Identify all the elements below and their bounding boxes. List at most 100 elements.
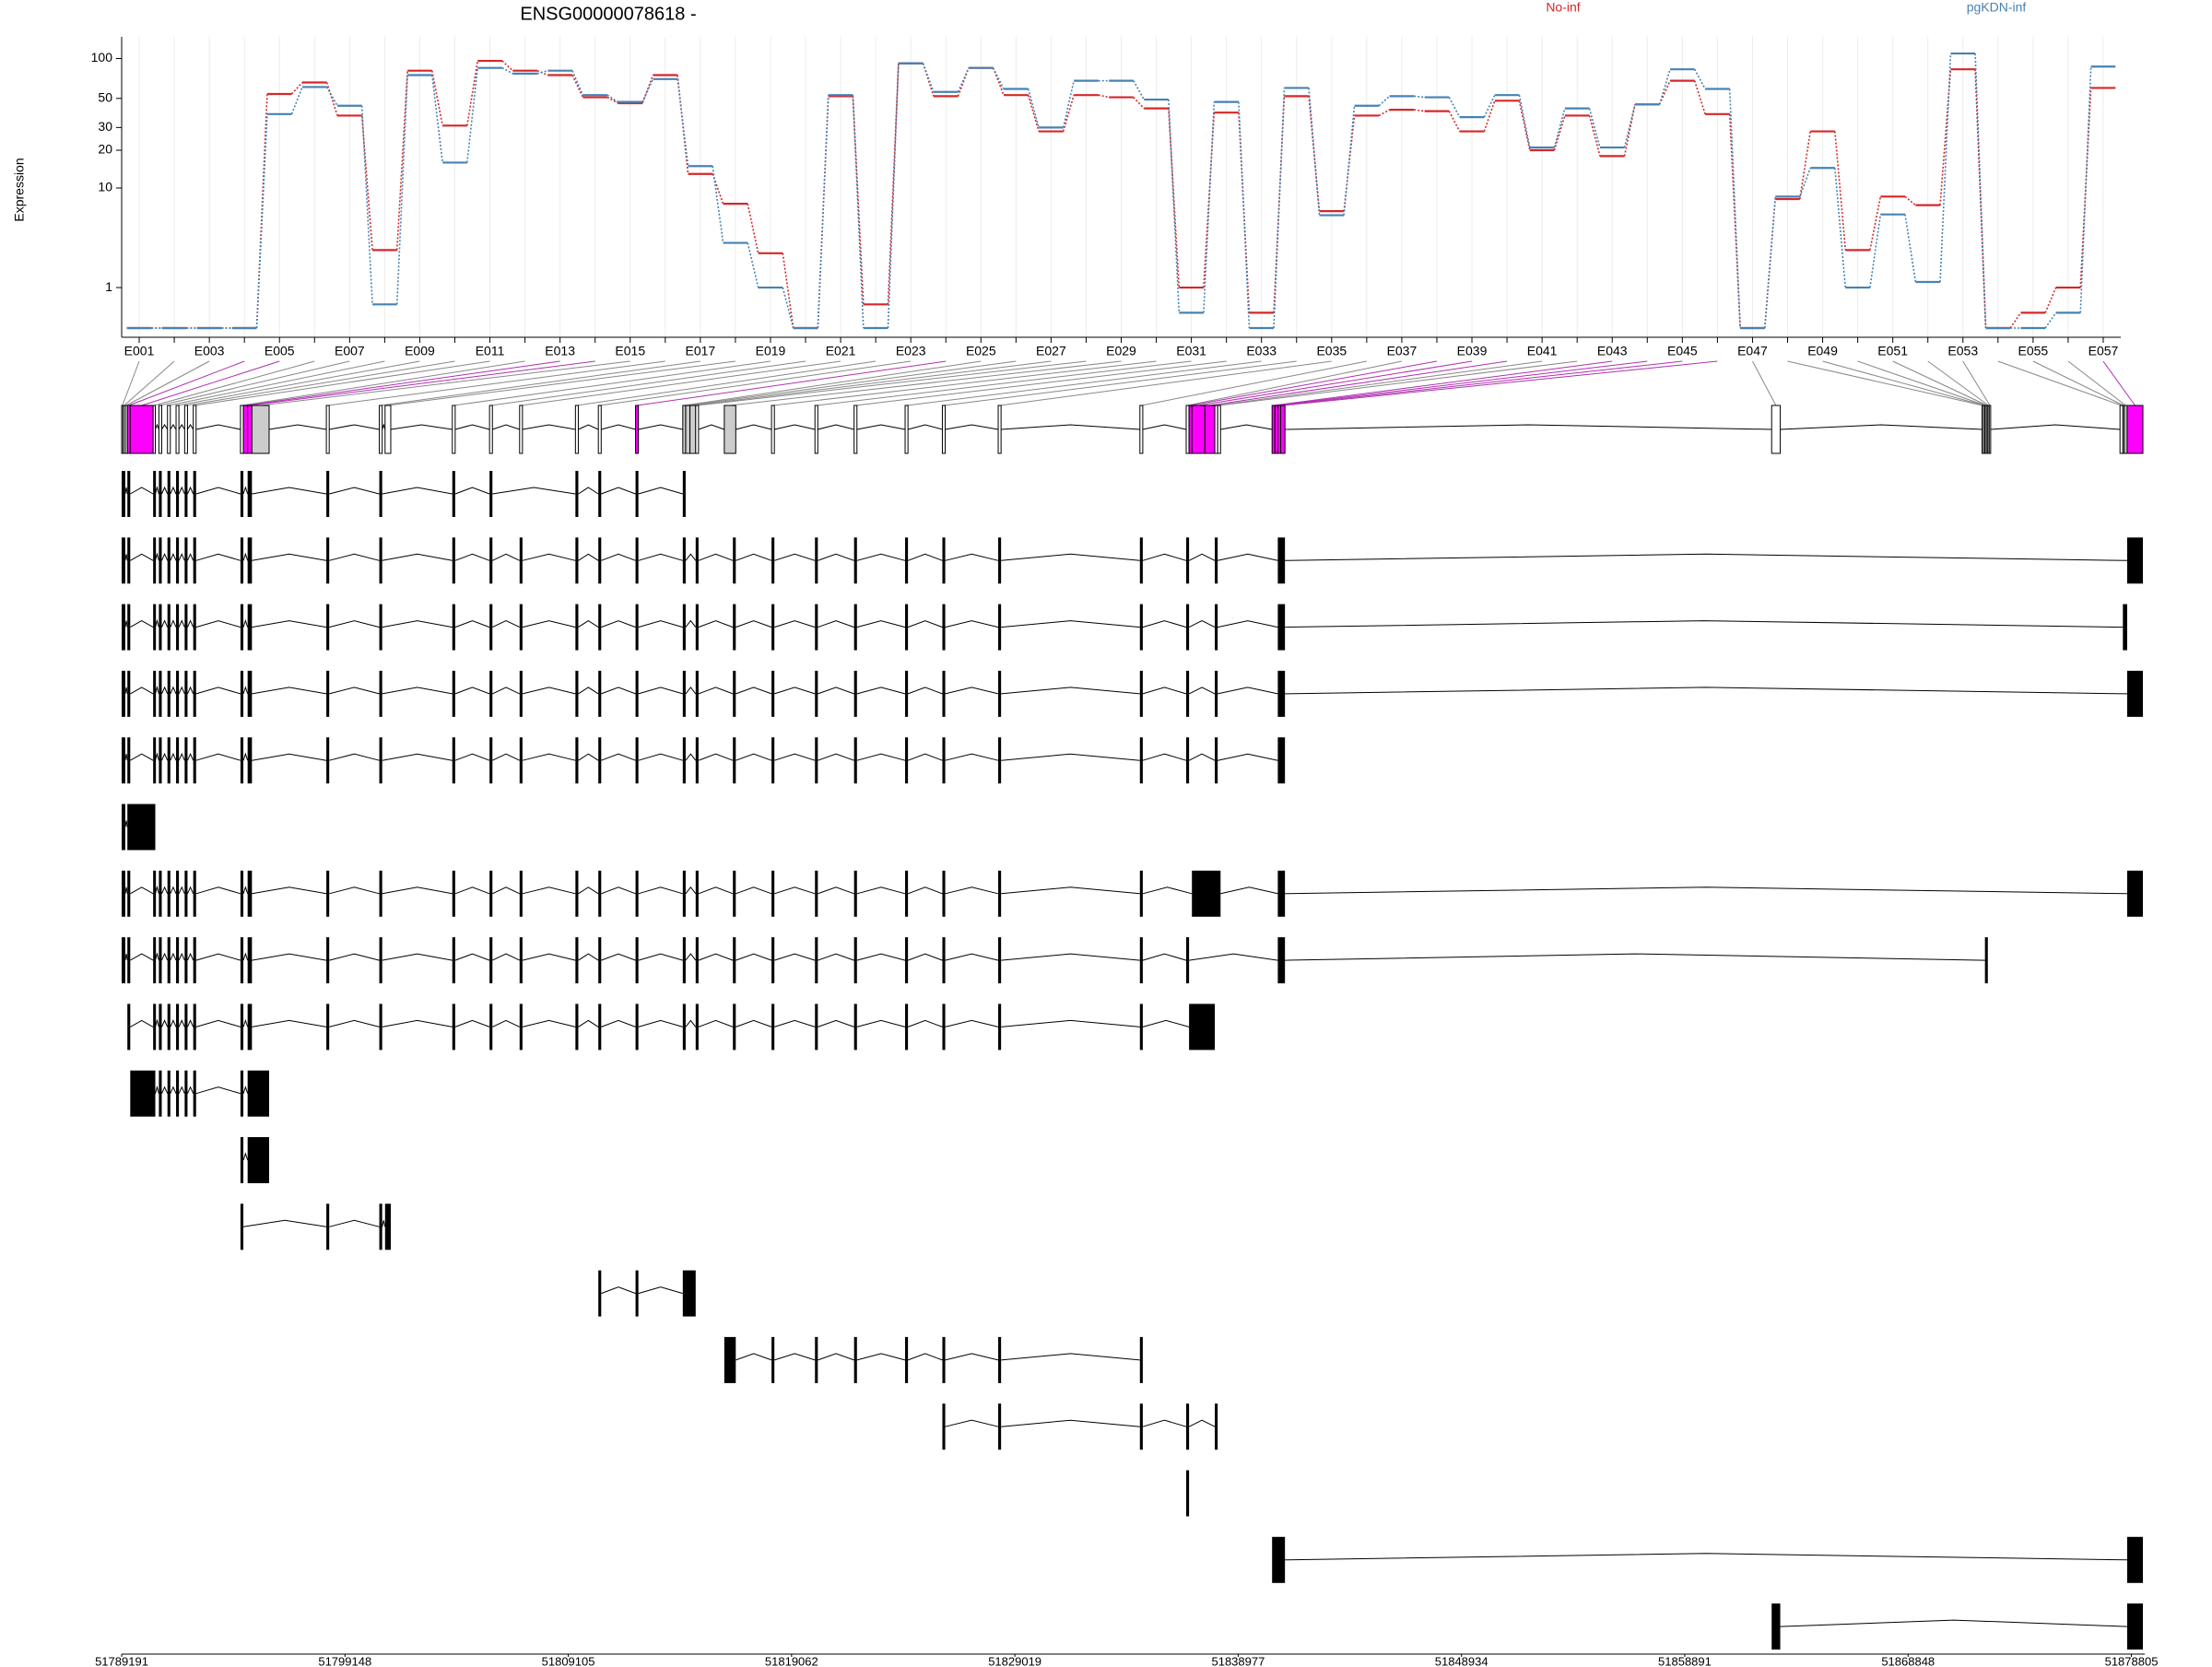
intron: [492, 1019, 520, 1027]
intron: [382, 687, 453, 695]
transcript-exon: [942, 1403, 946, 1450]
intron: [945, 753, 999, 761]
transcript-exon: [771, 670, 775, 717]
intron: [1285, 886, 2127, 895]
intron: [161, 952, 169, 961]
transcript-exon: [771, 1004, 775, 1051]
intron: [170, 1019, 177, 1027]
intron: [155, 618, 159, 628]
exon-bin: [635, 405, 640, 454]
step-connector: [992, 67, 1005, 89]
intron: [1218, 753, 1278, 761]
intron: [601, 553, 636, 561]
intron: [1220, 424, 1273, 430]
transcript-exon: [159, 937, 162, 984]
step-connector: [1098, 94, 1110, 99]
transcript-exon: [193, 937, 196, 984]
intron: [1001, 1353, 1140, 1361]
exon-connector: [1216, 360, 1543, 406]
transcript-exon: [153, 670, 157, 717]
intron: [124, 620, 128, 628]
transcript-exon: [379, 471, 382, 517]
transcript-exon: [159, 870, 162, 917]
exon-connector: [599, 360, 912, 406]
exon-bin: [384, 405, 392, 454]
intron: [382, 886, 453, 895]
step-connector: [747, 242, 759, 288]
intron: [685, 953, 697, 961]
transcript-exon: [598, 537, 602, 584]
step-connector: [782, 287, 794, 329]
intron: [1285, 620, 2124, 628]
step-connector: [606, 94, 618, 103]
y-tick-label: 50: [98, 89, 112, 104]
intron: [242, 952, 249, 961]
intron: [178, 486, 185, 495]
exon-connector: [576, 360, 877, 406]
intron: [735, 753, 772, 761]
exon-bin: [251, 405, 270, 454]
transcript-exon: [695, 1004, 699, 1051]
transcript-exon: [998, 1004, 1002, 1051]
intron: [454, 953, 490, 961]
transcript-exon: [853, 937, 857, 984]
intron: [161, 752, 169, 761]
transcript-exon: [326, 604, 330, 651]
exon-connector: [855, 360, 1227, 406]
intron: [329, 553, 380, 561]
intron: [856, 620, 906, 628]
transcript-exon: [159, 670, 162, 717]
step-connector: [1834, 168, 1847, 288]
transcript-exon: [1139, 670, 1143, 717]
intron: [186, 752, 194, 761]
intron: [735, 886, 772, 895]
exon-connector: [154, 360, 315, 406]
intron: [578, 620, 599, 628]
transcript-exon: [695, 537, 699, 584]
x-tick-label: E047: [1737, 344, 1768, 358]
transcript-exon: [184, 1070, 188, 1117]
intron: [774, 1019, 816, 1027]
exon-connector: [1962, 360, 1991, 406]
transcript-exon: [1139, 937, 1143, 984]
exon-connector: [381, 360, 700, 406]
transcript-exon: [240, 1004, 244, 1051]
transcript-exon: [1277, 737, 1286, 784]
transcript-exon: [1984, 937, 1988, 984]
intron: [155, 952, 159, 961]
intron: [161, 1086, 169, 1094]
intron: [945, 1019, 999, 1027]
transcript-exon: [130, 1070, 156, 1117]
step-connector: [1133, 80, 1145, 100]
intron: [856, 886, 906, 895]
step-connector: [1553, 115, 1566, 151]
transcript-exon: [193, 1070, 196, 1117]
intron: [178, 886, 185, 895]
intron: [945, 620, 999, 628]
intron: [252, 620, 327, 628]
transcript-exon: [1186, 670, 1190, 717]
exon-connector: [692, 360, 1052, 406]
intron: [522, 953, 576, 961]
intron: [601, 753, 636, 761]
exon-bin: [167, 405, 171, 454]
intron: [242, 1086, 249, 1094]
intron: [252, 487, 327, 495]
step-connector: [1939, 69, 1952, 205]
transcript-exon: [127, 1004, 131, 1051]
transcript-exon: [942, 870, 946, 917]
exon-bin: [379, 405, 383, 454]
exon-connector: [169, 360, 385, 406]
y-tick-label: 1: [105, 279, 112, 294]
transcript-exon: [1186, 537, 1190, 584]
intron: [945, 953, 999, 961]
transcript-exon: [695, 737, 699, 784]
step-connector: [1027, 88, 1040, 128]
intron: [638, 553, 683, 561]
step-connector: [395, 70, 408, 251]
step-connector: [571, 75, 584, 98]
step-connector: [1588, 108, 1601, 148]
transcript-exon: [1139, 1336, 1143, 1383]
transcript-exon: [193, 870, 196, 917]
step-connector: [677, 78, 689, 167]
